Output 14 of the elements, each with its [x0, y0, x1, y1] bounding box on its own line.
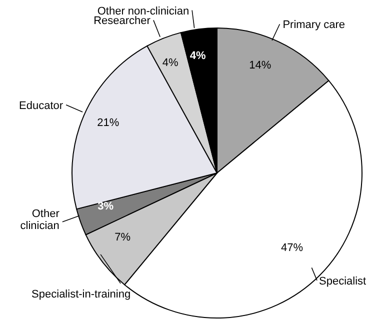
slice-label: Researcher — [94, 15, 151, 28]
data-label: 4% — [190, 50, 206, 62]
slice-label: Other non-clinician — [97, 5, 190, 18]
data-label: 4% — [162, 56, 179, 69]
data-label: 3% — [98, 200, 114, 212]
slice-label: Primary care — [282, 19, 346, 32]
data-label: 7% — [114, 231, 131, 244]
data-label: 47% — [280, 242, 304, 254]
slice-label: Specialist-in-training — [32, 288, 131, 300]
slice-label: Specialist — [319, 275, 366, 288]
slice-label: Educator — [19, 100, 64, 112]
slice-label: Other clinician — [20, 208, 60, 232]
data-label: 21% — [97, 117, 120, 130]
data-label: 14% — [249, 60, 272, 72]
